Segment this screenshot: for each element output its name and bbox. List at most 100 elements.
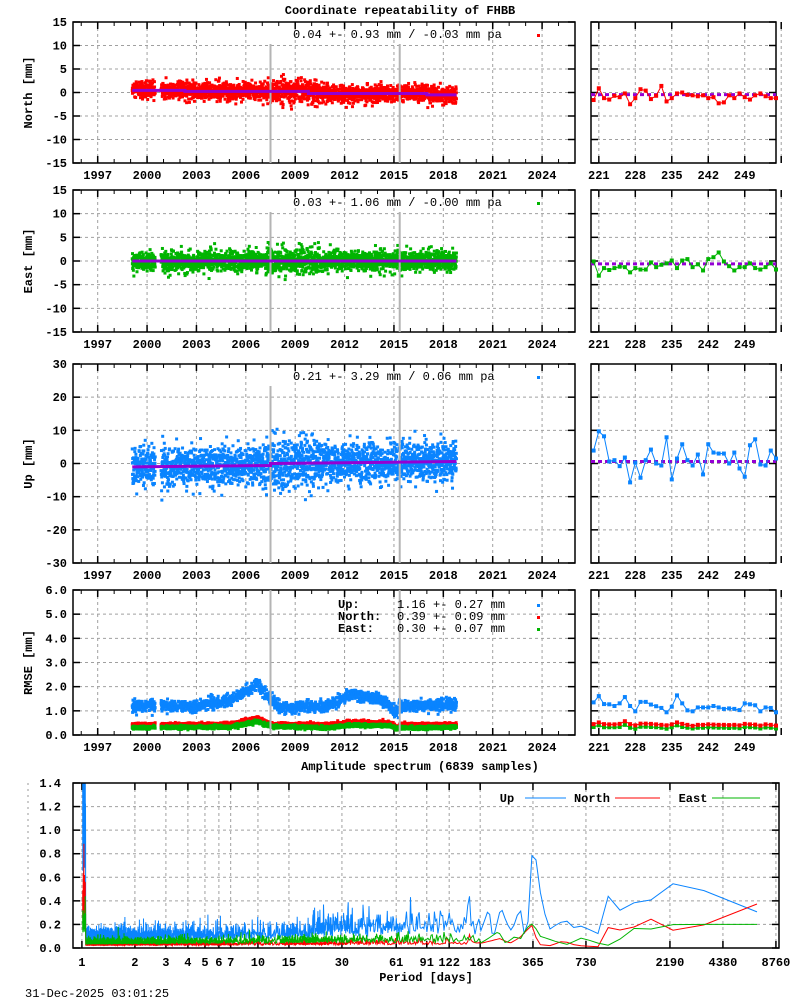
east-data-point bbox=[322, 250, 326, 254]
east-data-point bbox=[220, 265, 224, 269]
east-data-point bbox=[414, 270, 418, 274]
east-data-point bbox=[424, 250, 428, 254]
north-data-point bbox=[454, 100, 458, 104]
east-data-point bbox=[274, 261, 278, 265]
east-data-point bbox=[295, 272, 299, 276]
east-data-point bbox=[441, 253, 445, 257]
north-data-point bbox=[237, 94, 241, 98]
x-tick-label: 228 bbox=[624, 169, 646, 183]
east-data-point bbox=[304, 254, 308, 258]
north-data-point bbox=[369, 97, 373, 101]
east-data-point bbox=[336, 247, 340, 251]
east-data-point bbox=[332, 248, 336, 252]
north-data-point bbox=[332, 88, 336, 92]
east-data-point bbox=[166, 253, 170, 257]
east-data-point bbox=[265, 246, 269, 250]
east-data-point bbox=[205, 250, 209, 254]
north-recent-point bbox=[638, 87, 643, 92]
north-data-point bbox=[432, 83, 436, 87]
north-recent-point bbox=[633, 96, 638, 101]
north-data-point bbox=[308, 79, 312, 83]
east-data-point bbox=[411, 251, 415, 255]
east-data-point bbox=[399, 268, 403, 272]
north-data-point bbox=[232, 84, 236, 88]
east-data-point bbox=[413, 263, 417, 267]
north-data-point bbox=[348, 85, 352, 89]
east-data-point bbox=[174, 251, 178, 255]
east-data-point bbox=[300, 269, 304, 273]
east-data-point bbox=[317, 246, 321, 250]
north-data-point bbox=[303, 97, 307, 101]
east-data-point bbox=[211, 254, 215, 258]
east-data-point bbox=[254, 265, 258, 269]
north-data-point bbox=[280, 74, 284, 78]
north-recent-point bbox=[711, 95, 716, 100]
north-data-point bbox=[299, 79, 303, 83]
north-recent-point bbox=[659, 83, 664, 88]
north-data-point bbox=[139, 82, 143, 86]
north-data-point bbox=[283, 84, 287, 88]
north-data-point bbox=[194, 91, 198, 95]
east-data-point bbox=[435, 266, 439, 270]
east-data-point bbox=[413, 265, 417, 269]
east-data-point bbox=[136, 253, 140, 257]
east-data-point bbox=[370, 254, 374, 258]
east-data-point bbox=[201, 252, 205, 256]
north-data-point bbox=[287, 99, 291, 103]
north-data-point bbox=[350, 105, 354, 109]
north-data-point bbox=[200, 94, 204, 98]
east-data-point bbox=[145, 269, 149, 273]
north-data-point bbox=[266, 93, 270, 97]
north-ylabel: North [mm] bbox=[22, 56, 36, 128]
north-data-point bbox=[133, 86, 137, 90]
north-data-point bbox=[150, 82, 154, 86]
east-data-point bbox=[183, 274, 187, 278]
north-recent-point bbox=[737, 91, 742, 96]
east-data-point bbox=[222, 262, 226, 266]
east-data-point bbox=[379, 267, 383, 271]
east-data-point bbox=[225, 249, 229, 253]
east-data-point bbox=[208, 266, 212, 270]
north-data-point bbox=[231, 93, 235, 97]
east-data-point bbox=[192, 255, 196, 259]
north-recent-point bbox=[617, 95, 622, 100]
north-data-point bbox=[389, 97, 393, 101]
north-data-point bbox=[296, 82, 300, 86]
north-data-point bbox=[163, 95, 167, 99]
north-data-point bbox=[145, 79, 149, 83]
north-data-point bbox=[272, 94, 276, 98]
north-data-point bbox=[415, 84, 419, 88]
east-data-point bbox=[360, 263, 364, 267]
east-data-point bbox=[247, 244, 251, 248]
north-data-point bbox=[215, 100, 219, 104]
x-tick-label: 2024 bbox=[528, 169, 557, 183]
east-data-point bbox=[149, 268, 153, 272]
east-data-point bbox=[212, 251, 216, 255]
east-data-point bbox=[199, 261, 203, 265]
north-data-point bbox=[230, 85, 234, 89]
north-data-point bbox=[310, 89, 314, 93]
east-data-point bbox=[168, 273, 172, 277]
east-data-point bbox=[409, 247, 413, 251]
east-data-point bbox=[279, 251, 283, 255]
north-data-point bbox=[209, 87, 213, 91]
east-data-point bbox=[301, 273, 305, 277]
east-data-point bbox=[325, 268, 329, 272]
north-data-point bbox=[207, 97, 211, 101]
north-data-point bbox=[202, 99, 206, 103]
north-data-point bbox=[348, 101, 352, 105]
north-data-point bbox=[228, 99, 232, 103]
north-data-point bbox=[420, 87, 424, 91]
north-data-point bbox=[181, 80, 185, 84]
x-tick-label: 2021 bbox=[478, 169, 507, 183]
north-data-point bbox=[138, 80, 142, 84]
north-data-point bbox=[386, 99, 390, 103]
north-data-point bbox=[309, 82, 313, 86]
north-data-point bbox=[365, 81, 369, 85]
north-data-point bbox=[430, 84, 434, 88]
north-data-point bbox=[212, 93, 216, 97]
east-data-point bbox=[427, 251, 431, 255]
east-data-point bbox=[283, 278, 287, 282]
east-data-point bbox=[297, 241, 301, 245]
north-data-point bbox=[248, 96, 252, 100]
